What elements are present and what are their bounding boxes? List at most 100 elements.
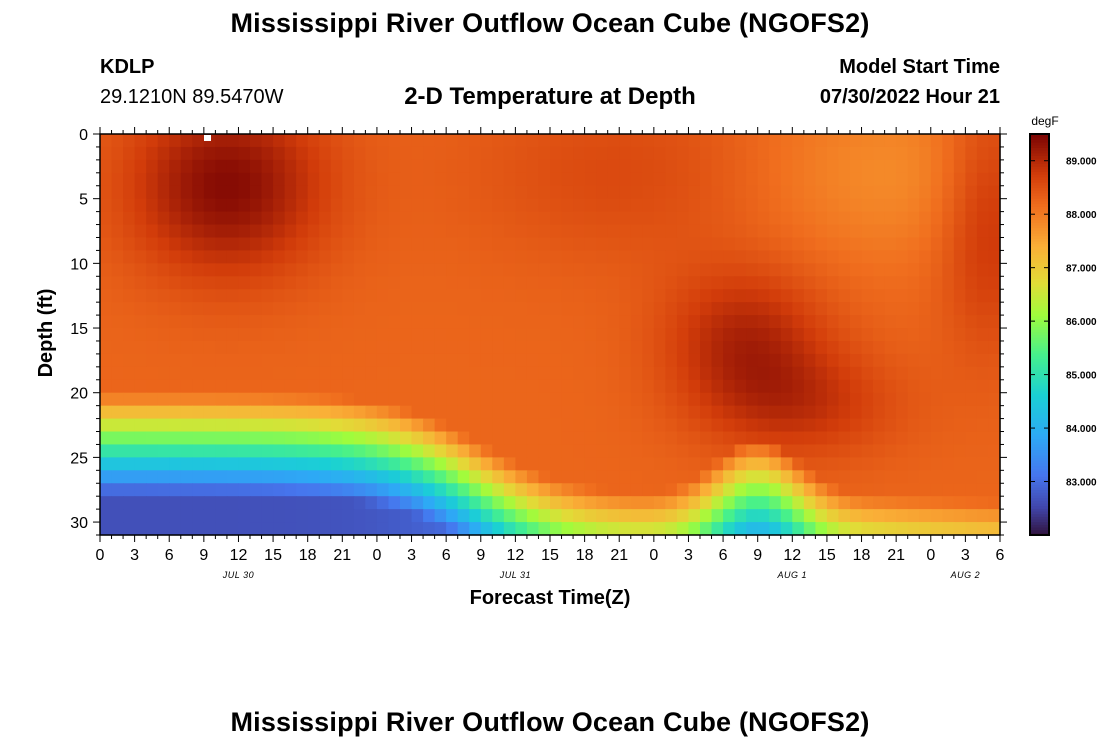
heatmap-cell: [884, 198, 897, 213]
heatmap-cell: [261, 315, 274, 329]
heatmap-cell: [423, 522, 436, 536]
heatmap-cell: [250, 457, 263, 471]
x-tick-label: 0: [649, 547, 658, 564]
heatmap-cell: [896, 146, 909, 161]
heatmap-cell: [307, 237, 320, 252]
heatmap-cell: [873, 198, 886, 213]
station-marker: [204, 135, 211, 141]
heatmap-cell: [446, 522, 459, 536]
heatmap-cell: [111, 263, 124, 277]
heatmap-cell: [930, 159, 943, 174]
heatmap-cell: [100, 522, 113, 536]
heatmap-cell: [365, 185, 378, 200]
heatmap-cell: [861, 134, 874, 148]
heatmap-cell: [734, 457, 747, 471]
heatmap-cell: [884, 211, 897, 226]
heatmap-cell: [550, 134, 563, 148]
heatmap-cell: [688, 211, 701, 226]
heatmap-cell: [792, 340, 805, 355]
heatmap-cell: [988, 211, 1001, 226]
heatmap-cell: [296, 392, 309, 407]
heatmap-cell: [965, 185, 978, 200]
heatmap-cell: [942, 198, 955, 213]
heatmap-cell: [400, 340, 413, 355]
heatmap-cell: [365, 134, 378, 148]
heatmap-cell: [630, 159, 643, 174]
heatmap-cell: [169, 185, 182, 200]
heatmap-cell: [319, 431, 332, 446]
heatmap-cell: [596, 483, 609, 497]
heatmap-cell: [423, 340, 436, 355]
heatmap-cell: [838, 366, 851, 381]
heatmap-cell: [319, 159, 332, 174]
x-tick-label: 15: [541, 547, 559, 564]
heatmap-cell: [134, 185, 147, 200]
heatmap-cell: [411, 431, 424, 446]
heatmap-cell: [226, 457, 240, 471]
heatmap-cell: [711, 340, 724, 355]
heatmap-cell: [353, 457, 366, 471]
heatmap-cell: [261, 302, 274, 316]
heatmap-cell: [342, 224, 355, 239]
heatmap-cell: [607, 328, 620, 342]
heatmap-cell: [123, 172, 136, 187]
heatmap-cell: [803, 159, 816, 174]
heatmap-cell: [653, 522, 666, 536]
heatmap-cell: [192, 470, 205, 484]
heatmap-cell: [353, 328, 366, 342]
heatmap-cell: [503, 276, 516, 290]
colorbar-segment: [1030, 136, 1049, 140]
heatmap-cell: [907, 509, 920, 523]
heatmap-cell: [157, 405, 170, 420]
heatmap-cell: [700, 315, 713, 329]
heatmap-cell: [157, 457, 170, 471]
heatmap-cell: [446, 134, 459, 148]
heatmap-cell: [688, 224, 701, 239]
heatmap-cell: [700, 418, 713, 433]
heatmap-cell: [688, 159, 701, 174]
heatmap-cell: [676, 483, 690, 497]
heatmap-cell: [873, 328, 886, 342]
heatmap-cell: [884, 522, 897, 536]
heatmap-cell: [826, 366, 840, 381]
heatmap-cell: [700, 483, 713, 497]
colorbar-segment: [1030, 289, 1049, 293]
heatmap-cell: [365, 392, 378, 407]
heatmap-cell: [250, 276, 263, 290]
heatmap-cell: [734, 444, 747, 458]
heatmap-cell: [250, 185, 263, 200]
heatmap-cell: [353, 198, 366, 213]
heatmap-cell: [192, 198, 205, 213]
heatmap-cell: [757, 392, 770, 407]
heatmap-cell: [157, 353, 170, 368]
heatmap-cell: [746, 224, 759, 239]
heatmap-cell: [642, 146, 655, 161]
heatmap-cell: [700, 379, 713, 394]
heatmap-cell: [146, 392, 159, 407]
heatmap-cell: [665, 379, 678, 394]
heatmap-cell: [400, 379, 413, 394]
heatmap-cell: [192, 392, 205, 407]
heatmap-cell: [907, 211, 920, 226]
heatmap-cell: [330, 328, 343, 342]
colorbar-segment: [1030, 214, 1049, 218]
heatmap-cell: [700, 496, 713, 510]
heatmap-cell: [757, 353, 770, 368]
heatmap-cell: [676, 185, 690, 200]
heatmap-cell: [561, 185, 574, 200]
heatmap-cell: [400, 159, 413, 174]
heatmap-cell: [988, 522, 1001, 536]
heatmap-cell: [792, 263, 805, 277]
heatmap-cell: [757, 379, 770, 394]
heatmap-cell: [146, 444, 159, 458]
heatmap-cell: [446, 457, 459, 471]
heatmap-cell: [642, 470, 655, 484]
heatmap-cell: [919, 483, 932, 497]
heatmap-cell: [584, 134, 597, 148]
heatmap-cell: [538, 134, 551, 148]
heatmap-cell: [503, 159, 516, 174]
heatmap-cell: [307, 418, 320, 433]
heatmap-cell: [596, 431, 609, 446]
heatmap-cell: [123, 263, 136, 277]
heatmap-cell: [492, 328, 505, 342]
